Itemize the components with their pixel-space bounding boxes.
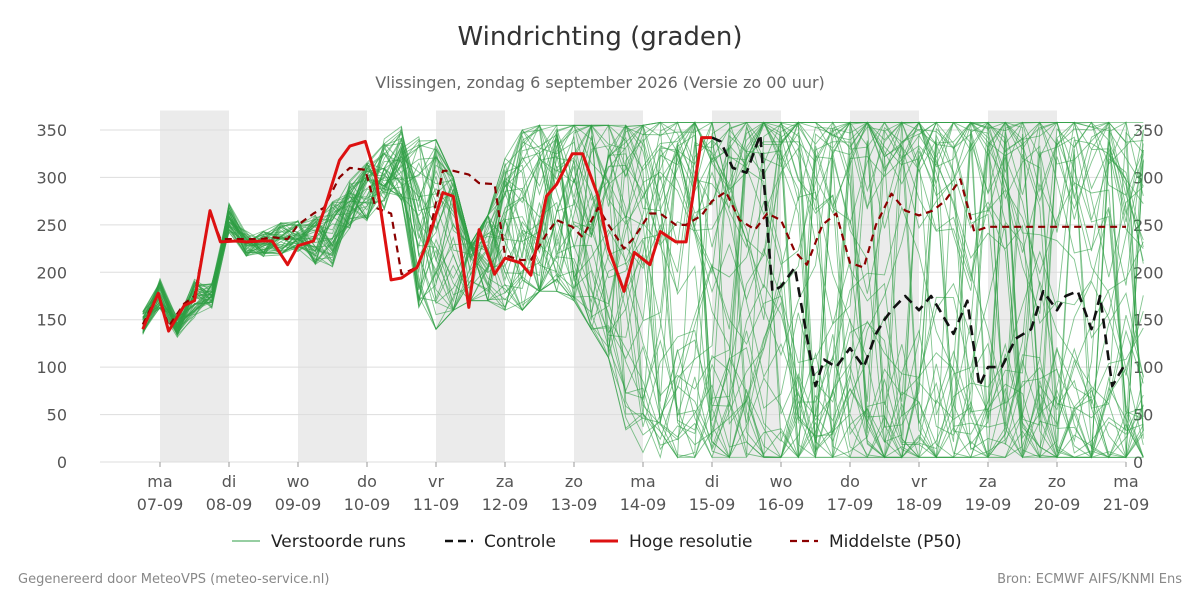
y-axis-left: 0 50 100 150 200 250 300 350 (36, 121, 67, 472)
y-tick-left-250: 250 (36, 216, 67, 235)
ensemble-member-39 (142, 120, 1144, 443)
x-tick-date-5: 12-09 (482, 495, 529, 514)
x-tick-day-0: ma (147, 472, 172, 491)
x-tick-date-9: 16-09 (758, 495, 805, 514)
y-tick-left-100: 100 (36, 358, 67, 377)
series-controle (711, 133, 1128, 388)
x-tick-day-8: di (705, 472, 720, 491)
x-tick-day-14: ma (1113, 472, 1138, 491)
series-middelste-p50- (141, 166, 1126, 328)
x-tick-day-5: za (496, 472, 514, 491)
y-tick-left-50: 50 (47, 406, 67, 425)
x-tick-day-3: do (357, 472, 377, 491)
x-tick-date-6: 13-09 (551, 495, 598, 514)
y-tick-right-100: 100 (1133, 358, 1164, 377)
legend-label-1: Controle (484, 532, 556, 552)
x-tick-date-2: 09-09 (275, 495, 322, 514)
x-tick-date-10: 17-09 (827, 495, 874, 514)
y-tick-right-200: 200 (1133, 263, 1164, 282)
ensemble-members (142, 120, 1144, 460)
ensemble-member-5 (142, 121, 1144, 459)
x-tick-date-0: 07-09 (137, 495, 184, 514)
x-tick-date-3: 10-09 (344, 495, 391, 514)
x-tick-day-6: zo (565, 472, 583, 491)
legend-label-3: Middelste (P50) (829, 532, 962, 552)
x-tick-day-4: vr (428, 472, 444, 491)
y-tick-left-0: 0 (57, 453, 67, 472)
x-tick-date-7: 14-09 (620, 495, 667, 514)
ensemble-member-46 (142, 121, 1144, 458)
x-tick-day-1: di (222, 472, 237, 491)
ensemble-member-32 (142, 121, 1144, 458)
x-tick-date-11: 18-09 (896, 495, 943, 514)
y-tick-left-300: 300 (36, 168, 67, 187)
ensemble-member-29 (142, 121, 1144, 400)
y-tick-right-0: 0 (1133, 453, 1143, 472)
y-tick-left-350: 350 (36, 121, 67, 140)
x-tick-day-2: wo (287, 472, 310, 491)
ensemble-member-45 (142, 120, 1144, 458)
series-hoge-resolutie (141, 136, 712, 333)
x-tick-day-7: ma (630, 472, 655, 491)
x-tick-day-10: do (840, 472, 860, 491)
x-tick-date-1: 08-09 (206, 495, 253, 514)
chart-subtitle: Vlissingen, zondag 6 september 2026 (Ver… (375, 73, 825, 92)
legend: Verstoorde runs Controle Hoge resolutie Mid… (232, 532, 962, 552)
ensemble-member-42 (142, 121, 1144, 458)
x-tick-date-12: 19-09 (965, 495, 1012, 514)
y-tick-left-150: 150 (36, 311, 67, 330)
x-tick-day-12: za (979, 472, 997, 491)
footer-generator: Gegenereerd door MeteoVPS (meteo-service… (18, 572, 330, 587)
main-series (141, 133, 1128, 388)
legend-label-0: Verstoorde runs (271, 532, 406, 552)
footer-source: Bron: ECMWF AIFS/KNMI Ens (997, 572, 1182, 587)
x-tick-date-4: 11-09 (413, 495, 460, 514)
x-tick-day-11: vr (911, 472, 927, 491)
x-axis: ma 07-09 di 08-09 wo 09-09 do 10-09 vr 11-09 za 12-… (137, 462, 1150, 514)
y-tick-right-250: 250 (1133, 216, 1164, 235)
ensemble-member-47 (142, 121, 1144, 459)
x-tick-date-8: 15-09 (689, 495, 736, 514)
day-band-1 (298, 110, 367, 462)
ensemble-member-36 (142, 121, 1144, 454)
y-tick-right-150: 150 (1133, 311, 1164, 330)
ensemble-member-49 (142, 121, 1144, 458)
y-tick-right-350: 350 (1133, 121, 1164, 140)
legend-label-2: Hoge resolutie (629, 532, 753, 552)
ensemble-member-48 (142, 129, 1144, 459)
x-tick-day-9: wo (770, 472, 793, 491)
weekend-bands (160, 110, 1057, 462)
x-tick-day-13: zo (1048, 472, 1066, 491)
x-tick-date-13: 20-09 (1034, 495, 1081, 514)
x-tick-date-14: 21-09 (1103, 495, 1150, 514)
chart-title: Windrichting (graden) (457, 22, 743, 52)
y-tick-left-200: 200 (36, 263, 67, 282)
ensemble-member-33 (142, 121, 1144, 458)
